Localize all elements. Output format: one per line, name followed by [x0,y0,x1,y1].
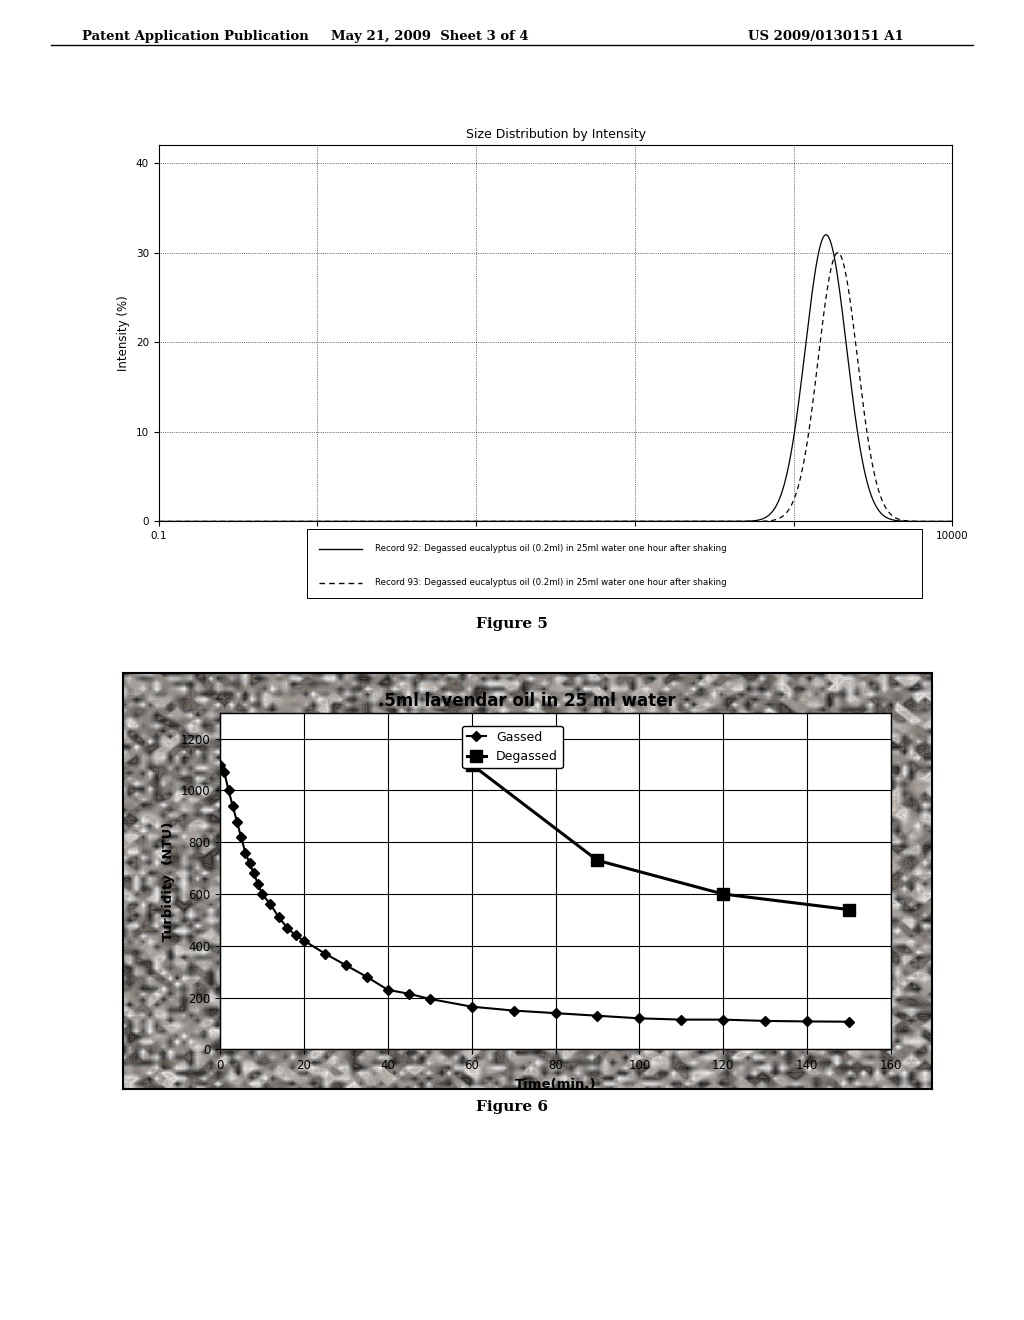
Text: Record 92: Degassed eucalyptus oil (0.2ml) in 25ml water one hour after shaking: Record 92: Degassed eucalyptus oil (0.2m… [375,544,726,553]
Gassed [466,999,478,1015]
Y-axis label: Intensity (%): Intensity (%) [118,296,130,371]
Gassed [843,1014,855,1030]
Gassed [298,933,310,949]
Gassed [230,813,243,829]
Gassed [240,845,252,861]
Gassed [382,982,394,998]
Gassed [248,866,260,882]
Gassed [759,1012,771,1028]
Degassed [591,853,603,869]
Gassed [256,886,268,902]
Gassed [318,945,331,961]
Text: US 2009/0130151 A1: US 2009/0130151 A1 [748,30,903,44]
Degassed [717,886,729,902]
Gassed [222,783,234,799]
Gassed [252,875,264,891]
Text: Figure 6: Figure 6 [476,1101,548,1114]
Gassed [549,1006,561,1022]
Gassed [675,1011,687,1027]
Gassed [591,1008,603,1024]
Gassed [244,855,256,871]
Degassed [466,756,478,772]
Gassed [340,957,352,973]
Degassed [843,902,855,917]
Gassed [633,1010,645,1026]
Text: Patent Application Publication: Patent Application Publication [82,30,308,44]
Gassed [402,986,415,1002]
Text: .5ml lavendar oil in 25 ml water: .5ml lavendar oil in 25 ml water [379,692,676,710]
X-axis label: Size (d.nm): Size (d.nm) [522,546,589,560]
Gassed [214,756,226,772]
Line: Gassed: Gassed [217,762,852,1026]
Gassed [360,969,373,985]
FancyBboxPatch shape [307,529,922,598]
Gassed [226,799,239,814]
Line: Degassed: Degassed [466,759,854,915]
Gassed [218,764,230,780]
Gassed [264,896,276,912]
Title: Size Distribution by Intensity: Size Distribution by Intensity [466,128,645,141]
Gassed [272,909,285,925]
X-axis label: Time(min.): Time(min.) [515,1077,596,1090]
Gassed [801,1014,813,1030]
Gassed [717,1011,729,1027]
Gassed [424,991,436,1007]
Gassed [508,1003,520,1019]
Text: Figure 5: Figure 5 [476,618,548,631]
Text: Record 93: Degassed eucalyptus oil (0.2ml) in 25ml water one hour after shaking: Record 93: Degassed eucalyptus oil (0.2m… [375,578,726,587]
Y-axis label: Turbidity  (NTU): Turbidity (NTU) [162,821,175,941]
Gassed [281,920,293,936]
Legend: Gassed, Degassed: Gassed, Degassed [462,726,562,768]
Gassed [290,928,302,944]
Gassed [234,829,247,845]
Text: May 21, 2009  Sheet 3 of 4: May 21, 2009 Sheet 3 of 4 [332,30,528,44]
